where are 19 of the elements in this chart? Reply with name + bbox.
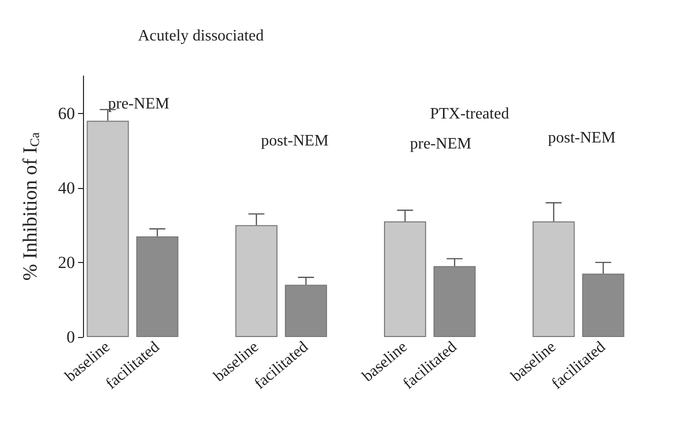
bar	[136, 236, 178, 337]
y-axis-title: % Inhibition of ICa	[20, 132, 42, 281]
y-tick-label: 0	[66, 328, 75, 346]
bar	[284, 284, 328, 337]
y-tick-label: 60	[58, 104, 75, 123]
bar	[86, 120, 129, 337]
annotation: pre-NEM	[410, 136, 472, 152]
annotation: PTX-treated	[430, 106, 510, 122]
bar	[384, 221, 426, 337]
y-tick-label: 20	[58, 252, 75, 272]
bar	[235, 225, 278, 337]
bar	[434, 266, 476, 337]
annotation: post-NEM	[548, 130, 616, 146]
annotation: post-NEM	[261, 132, 329, 150]
bar	[532, 221, 575, 337]
annotation: pre-NEM	[108, 96, 170, 112]
y-tick-label: 40	[58, 178, 75, 198]
bar	[582, 274, 624, 337]
text: Acutely dissociated	[138, 28, 264, 44]
